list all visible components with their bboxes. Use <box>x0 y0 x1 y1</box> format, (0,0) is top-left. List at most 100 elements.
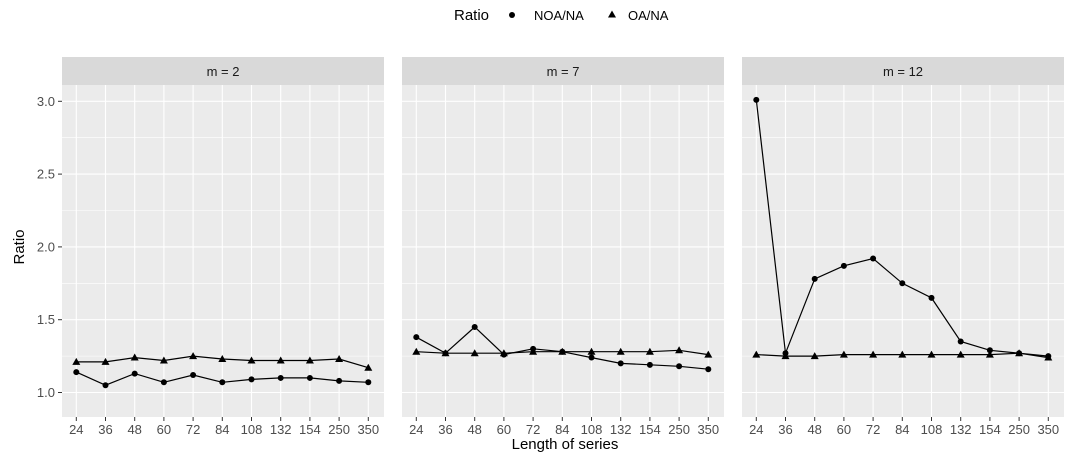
panel-background <box>402 85 724 417</box>
data-point-noa-na <box>840 262 847 269</box>
data-point-noa-na <box>986 347 993 354</box>
data-point-oa-na <box>616 347 625 355</box>
data-point-oa-na <box>645 347 654 355</box>
data-point-oa-na <box>704 350 713 358</box>
panel-2: m = 7 24 36 48 60 72 84 108 132 154 250 350 <box>402 57 724 437</box>
data-point-noa-na <box>413 334 420 341</box>
legend-label-oa-na: OA/NA <box>628 8 669 23</box>
x-tick-label: 72 <box>866 422 880 437</box>
data-point-noa-na <box>753 96 760 103</box>
x-tick-label: 24 <box>69 422 83 437</box>
data-point-oa-na <box>470 349 479 357</box>
legend-label-noa-na: NOA/NA <box>534 8 584 23</box>
data-point-oa-na <box>985 350 994 358</box>
facet-strip-label: m = 7 <box>547 64 580 79</box>
data-point-oa-na <box>587 347 596 355</box>
data-point-oa-na <box>529 347 538 355</box>
x-tick-label: 24 <box>409 422 423 437</box>
legend: Ratio NOA/NA OA/NA <box>454 7 669 24</box>
data-point-oa-na <box>869 350 878 358</box>
x-tick-label: 84 <box>555 422 569 437</box>
x-axis-title: Length of series <box>512 436 619 453</box>
data-point-oa-na <box>247 356 256 364</box>
x-tick-label: 250 <box>1008 422 1030 437</box>
data-point-oa-na <box>218 355 227 363</box>
facet-strip-label: m = 2 <box>207 64 240 79</box>
data-point-noa-na <box>365 379 372 386</box>
x-tick-label: 350 <box>1037 422 1059 437</box>
panel-background <box>742 85 1064 417</box>
data-point-noa-na <box>131 370 138 377</box>
data-point-oa-na <box>810 352 819 360</box>
data-point-noa-na <box>646 361 653 368</box>
data-point-oa-na <box>1015 349 1024 357</box>
data-point-oa-na <box>558 347 567 355</box>
y-tick-label: 1.0 <box>37 385 55 400</box>
data-point-oa-na <box>956 350 965 358</box>
x-tick-label: 24 <box>749 422 763 437</box>
data-point-oa-na <box>305 356 314 364</box>
facet-strip-label: m = 12 <box>883 64 923 79</box>
data-point-noa-na <box>617 360 624 367</box>
facet-strip <box>742 57 1064 85</box>
data-point-noa-na <box>102 382 109 389</box>
data-point-noa-na <box>899 280 906 287</box>
x-tick-label: 154 <box>979 422 1001 437</box>
data-point-oa-na <box>130 353 139 361</box>
data-point-oa-na <box>276 356 285 364</box>
legend-title: Ratio <box>454 7 489 24</box>
x-tick-label: 72 <box>186 422 200 437</box>
data-point-oa-na <box>189 352 198 360</box>
y-tick-label: 3.0 <box>37 94 55 109</box>
y-tick-label: 1.5 <box>37 312 55 327</box>
data-point-oa-na <box>752 350 761 358</box>
panel-1: m = 2 24 36 48 60 72 84 108 132 154 250 350 1.0 1.5 2.… <box>37 57 384 437</box>
data-point-oa-na <box>675 346 684 354</box>
panels: m = 2 24 36 48 60 72 84 108 132 154 250 350 1.0 1.5 2.… <box>37 57 1064 437</box>
data-point-oa-na <box>898 350 907 358</box>
data-point-oa-na <box>72 357 81 365</box>
data-point-noa-na <box>219 379 226 386</box>
panel-3: m = 12 24 36 48 60 72 84 108 132 154 250 350 <box>742 57 1064 437</box>
y-tick-label: 2.5 <box>37 167 55 182</box>
data-point-oa-na <box>335 355 344 363</box>
y-axis-title: Ratio <box>11 229 28 264</box>
x-tick-label: 154 <box>639 422 661 437</box>
x-tick-label: 60 <box>497 422 511 437</box>
data-point-noa-na <box>248 376 255 383</box>
data-point-noa-na <box>705 366 712 373</box>
data-point-noa-na <box>277 374 284 381</box>
x-tick-label: 108 <box>581 422 603 437</box>
x-tick-label: 60 <box>837 422 851 437</box>
x-tick-label: 60 <box>157 422 171 437</box>
x-tick-label: 350 <box>357 422 379 437</box>
x-tick-label: 350 <box>697 422 719 437</box>
x-tick-label: 48 <box>467 422 481 437</box>
data-point-noa-na <box>676 363 683 370</box>
x-tick-label: 36 <box>98 422 112 437</box>
x-tick-label: 36 <box>778 422 792 437</box>
data-point-oa-na <box>412 347 421 355</box>
x-tick-label: 250 <box>328 422 350 437</box>
data-point-oa-na <box>781 352 790 360</box>
y-tick-label: 2.0 <box>37 239 55 254</box>
data-point-oa-na <box>159 356 168 364</box>
x-tick-label: 36 <box>438 422 452 437</box>
data-point-oa-na <box>499 349 508 357</box>
data-point-noa-na <box>160 379 167 386</box>
facet-strip <box>62 57 384 85</box>
panel-background <box>62 85 384 417</box>
data-point-oa-na <box>364 363 373 371</box>
x-tick-label: 250 <box>668 422 690 437</box>
legend-key-triangle-marker <box>608 10 616 18</box>
x-tick-label: 132 <box>610 422 632 437</box>
x-tick-label: 132 <box>950 422 972 437</box>
data-point-noa-na <box>306 374 313 381</box>
data-point-oa-na <box>441 349 450 357</box>
data-point-noa-na <box>870 255 877 262</box>
data-point-noa-na <box>957 338 964 345</box>
x-tick-label: 84 <box>895 422 909 437</box>
data-point-oa-na <box>1044 353 1053 361</box>
data-point-noa-na <box>336 377 343 384</box>
